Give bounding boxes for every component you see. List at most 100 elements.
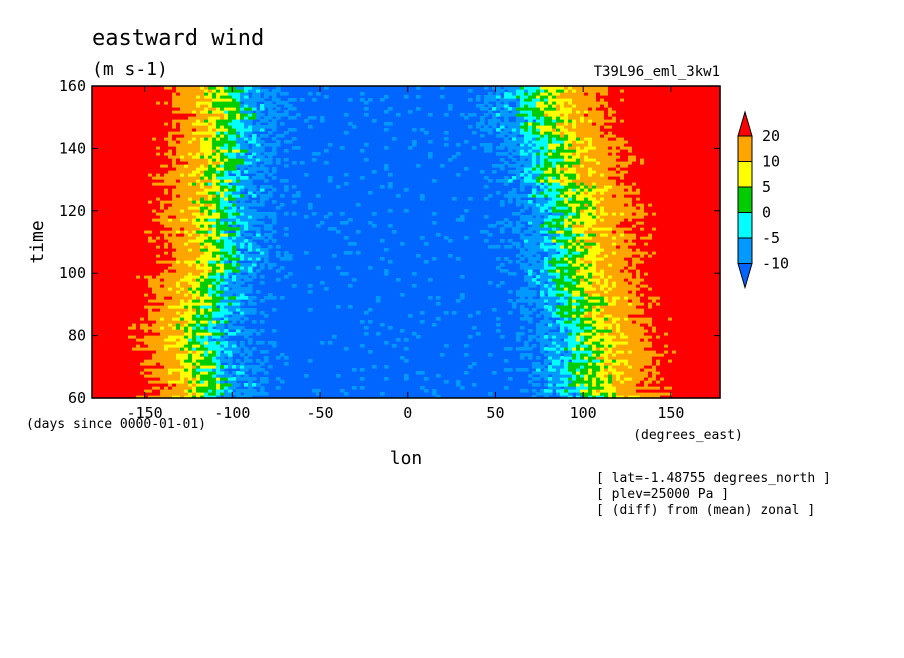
heatmap-cell <box>592 383 597 387</box>
heatmap-cell <box>136 395 141 399</box>
heatmap-cell <box>528 317 533 321</box>
heatmap-cell <box>156 380 161 384</box>
heatmap-cell <box>688 344 693 348</box>
heatmap-cell <box>672 365 677 369</box>
heatmap-cell <box>200 386 205 390</box>
heatmap-cell <box>156 389 161 393</box>
heatmap-cell <box>180 311 185 315</box>
heatmap-cell <box>560 329 565 333</box>
heatmap-cell <box>196 365 201 369</box>
heatmap-cell <box>212 386 217 390</box>
heatmap-cell <box>536 254 541 258</box>
heatmap-cell <box>176 347 181 351</box>
heatmap-cell <box>524 314 529 318</box>
heatmap-cell <box>152 389 157 393</box>
heatmap-cell <box>128 338 133 342</box>
heatmap-cell <box>516 332 521 336</box>
heatmap-cell <box>580 362 585 366</box>
heatmap-cell <box>156 305 161 309</box>
heatmap-cell <box>608 332 613 336</box>
heatmap-cell <box>224 377 229 381</box>
heatmap-cell <box>136 314 141 318</box>
heatmap-cell <box>688 347 693 351</box>
heatmap-cell <box>668 320 673 324</box>
heatmap-cell <box>660 347 665 351</box>
heatmap-cell <box>164 383 169 387</box>
heatmap-cell <box>624 392 629 396</box>
heatmap-cell <box>224 389 229 393</box>
heatmap-cell <box>360 368 365 372</box>
heatmap-cell <box>636 365 641 369</box>
heatmap-cell <box>152 377 157 381</box>
heatmap-cell <box>240 320 245 324</box>
heatmap-cell <box>436 374 441 378</box>
heatmap-cell <box>228 356 233 360</box>
heatmap-cell <box>640 347 645 351</box>
heatmap-cell <box>604 371 609 375</box>
heatmap-cell <box>340 389 345 393</box>
heatmap-cell <box>508 377 513 381</box>
heatmap-cell <box>712 344 717 348</box>
heatmap-cell <box>172 305 177 309</box>
heatmap-cell <box>352 278 357 282</box>
heatmap-cell <box>260 311 265 315</box>
heatmap-cell <box>652 305 657 309</box>
heatmap-cell <box>144 326 149 330</box>
heatmap-cell <box>208 374 213 378</box>
heatmap-cell <box>680 371 685 375</box>
heatmap-cell <box>624 305 629 309</box>
heatmap-cell <box>184 317 189 321</box>
heatmap-cell <box>216 365 221 369</box>
heatmap-cell <box>688 311 693 315</box>
heatmap-cell <box>672 362 677 366</box>
heatmap-cell <box>212 359 217 363</box>
heatmap-cell <box>660 356 665 360</box>
heatmap-cell <box>132 341 137 345</box>
heatmap-cell <box>708 341 713 345</box>
heatmap-cell <box>608 389 613 393</box>
heatmap-cell <box>160 365 165 369</box>
heatmap-cell <box>604 338 609 342</box>
heatmap-cell <box>120 386 125 390</box>
heatmap-cell <box>120 389 125 393</box>
heatmap-cell <box>236 374 241 378</box>
heatmap-cell <box>180 374 185 378</box>
heatmap-cell <box>124 374 129 378</box>
heatmap-cell <box>156 338 161 342</box>
heatmap-cell <box>144 377 149 381</box>
heatmap-cell <box>692 377 697 381</box>
heatmap-cell <box>212 380 217 384</box>
heatmap-cell <box>92 344 97 348</box>
heatmap-cell <box>528 236 533 240</box>
heatmap-cell <box>180 305 185 309</box>
heatmap-cell <box>96 359 101 363</box>
heatmap-cell <box>608 338 613 342</box>
heatmap-cell <box>600 314 605 318</box>
heatmap-cell <box>244 377 249 381</box>
heatmap-cell <box>188 308 193 312</box>
heatmap-cell <box>116 341 121 345</box>
heatmap-cell <box>200 305 205 309</box>
heatmap-cell <box>120 344 125 348</box>
heatmap-cell <box>536 281 541 285</box>
heatmap-cell <box>108 353 113 357</box>
heatmap-cell <box>196 323 201 327</box>
heatmap-cell <box>472 326 477 330</box>
heatmap-cell <box>260 377 265 381</box>
heatmap-cell <box>104 326 109 330</box>
heatmap-cell <box>248 386 253 390</box>
heatmap-cell <box>180 308 185 312</box>
heatmap-cell <box>608 386 613 390</box>
heatmap-cell <box>188 383 193 387</box>
heatmap-cell <box>644 353 649 357</box>
heatmap-cell <box>176 305 181 309</box>
heatmap-cell <box>220 326 225 330</box>
heatmap-cell <box>676 356 681 360</box>
heatmap-cell <box>596 386 601 390</box>
heatmap-cell <box>504 368 509 372</box>
heatmap-cell <box>168 317 173 321</box>
heatmap-cell <box>192 332 197 336</box>
heatmap-cell <box>172 308 177 312</box>
heatmap-cell <box>224 359 229 363</box>
heatmap-cell <box>520 347 525 351</box>
